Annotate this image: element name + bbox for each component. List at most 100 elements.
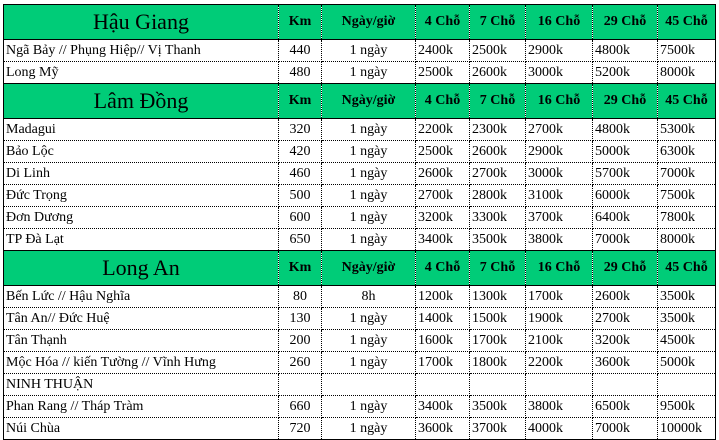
price-4-seat: 2500k [415,140,470,163]
price-16-seat [525,373,593,396]
price-4-seat [415,373,470,396]
column-header-16-seat: 16 Chỗ [525,250,593,286]
column-header-16-seat: 16 Chỗ [525,4,593,40]
trip-duration: 1 ngày [321,307,416,330]
destination-name: Mộc Hóa // kiến Tường // Vĩnh Hưng [3,351,279,374]
column-header-45-seat: 45 Chỗ [657,83,716,119]
price-7-seat: 2600k [469,140,526,163]
region-header-row: Lâm Đồng Km Ngày/giờ 4 Chỗ 7 Chỗ 16 Chỗ 29 Chỗ… [3,83,716,119]
price-7-seat: 2700k [469,162,526,185]
table-row: NINH THUẬN [3,373,716,396]
price-4-seat: 1200k [415,285,470,308]
price-4-seat: 2700k [415,184,470,207]
column-header-time: Ngày/giờ [321,250,416,286]
trip-duration: 1 ngày [321,39,416,62]
distance-km: 600 [278,206,322,229]
region-header-row: Hậu Giang Km Ngày/giờ 4 Chỗ 7 Chỗ 16 Chỗ 29 Ch… [3,4,716,40]
price-45-seat: 3500k [657,307,716,330]
price-45-seat: 3500k [657,285,716,308]
price-45-seat: 8000k [657,61,716,84]
price-4-seat: 3200k [415,206,470,229]
distance-km: 320 [278,118,322,141]
table-row: Long Mỹ 480 1 ngày 2500k 2600k 3000k 5200k 8000… [3,61,716,84]
region-title: Hậu Giang [3,4,279,40]
price-7-seat [469,373,526,396]
trip-duration: 1 ngày [321,351,416,374]
price-45-seat: 10000k [657,417,716,440]
column-header-7-seat: 7 Chỗ [469,4,526,40]
distance-km: 200 [278,329,322,352]
column-header-km: Km [278,83,322,119]
column-header-7-seat: 7 Chỗ [469,250,526,286]
distance-km: 440 [278,39,322,62]
destination-name: Tân Thạnh [3,329,279,352]
distance-km: 720 [278,417,322,440]
price-4-seat: 3400k [415,395,470,418]
region-title: Lâm Đồng [3,83,279,119]
price-45-seat: 7500k [657,39,716,62]
price-45-seat: 6300k [657,140,716,163]
price-29-seat: 7000k [592,228,658,251]
table-row: Tân Thạnh 200 1 ngày 1600k 1700k 2100k 3200k 45… [3,329,716,352]
destination-name: NINH THUẬN [3,373,279,396]
destination-name: Phan Rang // Tháp Tràm [3,395,279,418]
price-29-seat: 4800k [592,39,658,62]
price-29-seat: 3200k [592,329,658,352]
trip-duration: 1 ngày [321,329,416,352]
distance-km: 650 [278,228,322,251]
distance-km: 80 [278,285,322,308]
trip-duration: 1 ngày [321,228,416,251]
price-7-seat: 3300k [469,206,526,229]
table-row: Mộc Hóa // kiến Tường // Vĩnh Hưng 260 1 n… [3,351,716,374]
column-header-45-seat: 45 Chỗ [657,4,716,40]
price-4-seat: 1600k [415,329,470,352]
price-45-seat: 7800k [657,206,716,229]
price-29-seat: 7000k [592,417,658,440]
price-4-seat: 1400k [415,307,470,330]
trip-duration: 1 ngày [321,184,416,207]
destination-name: Đơn Dương [3,206,279,229]
destination-name: Tân An// Đức Huệ [3,307,279,330]
column-header-km: Km [278,4,322,40]
trip-duration: 1 ngày [321,395,416,418]
price-4-seat: 2200k [415,118,470,141]
trip-duration: 1 ngày [321,417,416,440]
price-16-seat: 2900k [525,140,593,163]
distance-km: 460 [278,162,322,185]
price-4-seat: 3400k [415,228,470,251]
price-7-seat: 3500k [469,228,526,251]
table-row: Phan Rang // Tháp Tràm 660 1 ngày 3400k 3500… [3,395,716,418]
table-row: Ngã Bảy // Phụng Hiệp// Vị Thanh 440 1 ngà… [3,39,716,62]
destination-name: Di Linh [3,162,279,185]
price-7-seat: 3500k [469,395,526,418]
table-row: TP Đà Lạt 650 1 ngày 3400k 3500k 3800k 7000k 80… [3,228,716,251]
price-16-seat: 3800k [525,395,593,418]
table-row: Bến Lức // Hậu Nghĩa 80 8h 1200k 1300k 1700k 2… [3,285,716,308]
price-45-seat: 7000k [657,162,716,185]
price-29-seat: 6500k [592,395,658,418]
price-45-seat: 9500k [657,395,716,418]
price-7-seat: 2500k [469,39,526,62]
distance-km [278,373,322,396]
column-header-29-seat: 29 Chỗ [592,4,658,40]
price-29-seat: 5700k [592,162,658,185]
table-row: Đức Trọng 500 1 ngày 2700k 2800k 3100k 6000k 75… [3,184,716,207]
trip-duration: 1 ngày [321,140,416,163]
price-29-seat: 6400k [592,206,658,229]
price-45-seat: 7500k [657,184,716,207]
destination-name: Núi Chùa [3,417,279,440]
price-16-seat: 2100k [525,329,593,352]
table-row: Di Linh 460 1 ngày 2600k 2700k 3000k 5700k 7000… [3,162,716,185]
price-7-seat: 1300k [469,285,526,308]
price-7-seat: 1700k [469,329,526,352]
price-7-seat: 1500k [469,307,526,330]
price-29-seat: 4800k [592,118,658,141]
price-4-seat: 2400k [415,39,470,62]
price-45-seat [657,373,716,396]
price-29-seat: 5200k [592,61,658,84]
distance-km: 480 [278,61,322,84]
trip-duration: 1 ngày [321,206,416,229]
price-45-seat: 8000k [657,228,716,251]
distance-km: 660 [278,395,322,418]
column-header-time: Ngày/giờ [321,4,416,40]
